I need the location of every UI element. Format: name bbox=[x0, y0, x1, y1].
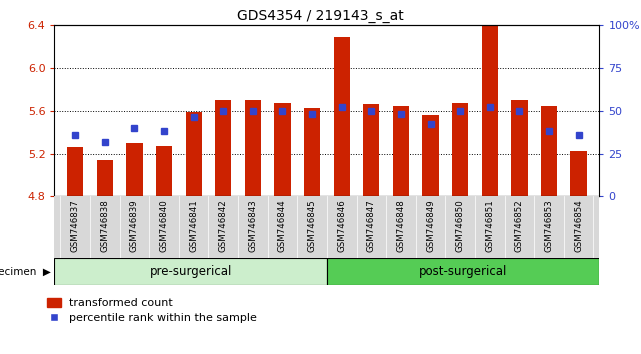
Bar bbox=[452, 103, 469, 196]
Text: GSM746852: GSM746852 bbox=[515, 200, 524, 252]
Text: post-surgerical: post-surgerical bbox=[419, 265, 507, 278]
Bar bbox=[304, 108, 320, 196]
Bar bbox=[422, 115, 438, 196]
Bar bbox=[185, 112, 202, 196]
Bar bbox=[245, 100, 261, 196]
Text: GSM746849: GSM746849 bbox=[426, 200, 435, 252]
Text: GSM746848: GSM746848 bbox=[396, 200, 406, 252]
Text: GSM746847: GSM746847 bbox=[367, 200, 376, 252]
Text: GSM746841: GSM746841 bbox=[189, 200, 198, 252]
Legend: transformed count, percentile rank within the sample: transformed count, percentile rank withi… bbox=[47, 298, 257, 323]
Text: GSM746844: GSM746844 bbox=[278, 200, 287, 252]
Text: GSM746851: GSM746851 bbox=[485, 200, 494, 252]
Bar bbox=[97, 160, 113, 196]
Text: pre-surgerical: pre-surgerical bbox=[149, 265, 232, 278]
Bar bbox=[327, 258, 599, 285]
Text: GSM746843: GSM746843 bbox=[248, 200, 258, 252]
Text: GSM746842: GSM746842 bbox=[219, 200, 228, 252]
Bar bbox=[512, 100, 528, 196]
Text: GSM746840: GSM746840 bbox=[160, 200, 169, 252]
Bar bbox=[67, 147, 83, 196]
Text: GDS4354 / 219143_s_at: GDS4354 / 219143_s_at bbox=[237, 9, 404, 23]
Bar bbox=[274, 103, 290, 196]
Bar bbox=[363, 104, 379, 196]
Bar bbox=[333, 36, 350, 196]
Text: specimen  ▶: specimen ▶ bbox=[0, 267, 51, 277]
Text: GSM746837: GSM746837 bbox=[71, 200, 79, 252]
Bar bbox=[541, 106, 557, 196]
Bar bbox=[156, 146, 172, 196]
Bar bbox=[570, 152, 587, 196]
Text: GSM746846: GSM746846 bbox=[337, 200, 346, 252]
Text: GSM746854: GSM746854 bbox=[574, 200, 583, 252]
Text: GSM746839: GSM746839 bbox=[130, 200, 139, 252]
Text: GSM746850: GSM746850 bbox=[456, 200, 465, 252]
Bar bbox=[393, 106, 409, 196]
Text: GSM746838: GSM746838 bbox=[101, 200, 110, 252]
Text: GSM746845: GSM746845 bbox=[308, 200, 317, 252]
Bar bbox=[481, 26, 498, 196]
Text: GSM746853: GSM746853 bbox=[544, 200, 553, 252]
Bar bbox=[215, 100, 231, 196]
Bar bbox=[54, 258, 327, 285]
Bar bbox=[126, 143, 142, 196]
